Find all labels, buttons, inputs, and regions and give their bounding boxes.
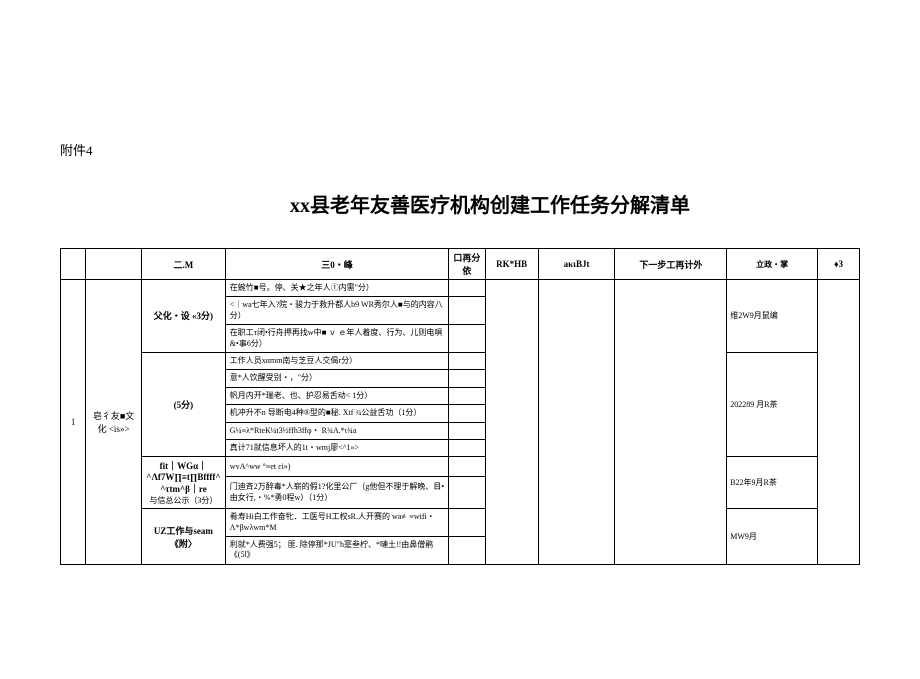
- end-cell: [818, 280, 860, 565]
- score-cell: [449, 537, 485, 565]
- score-cell: [449, 439, 485, 456]
- section-label: fit｜WGα｜^Λf7W∏≡t∏Bffff^^τtm^β｜re 与信总公示（3…: [142, 457, 226, 509]
- table-row: UZ工作与seam 《附〉 肴寿Hi白工作奋牝．工医号H工权sR.人开赛的 wa…: [61, 509, 860, 537]
- score-cell: [449, 297, 485, 325]
- table-row: 1 皂彳友■文化 <is»> 父化・设 «3分) 在蜿竹■号。停、关★之年人①内…: [61, 280, 860, 297]
- content-cell: Ǥ¼≡λ*RteК¼t3½ffh3ffφ・ R¾A.*ι¾a: [225, 422, 448, 439]
- header-col6: aκιBJt: [538, 249, 615, 280]
- table-row: fit｜WGα｜^Λf7W∏≡t∏Bffff^^τtm^β｜re 与信总公示（3…: [61, 457, 860, 477]
- header-row: 二.M 三0・峰 口再分依 RK*HB aκιBJt 下一步工再计外 立政・掌 …: [61, 249, 860, 280]
- section-label: UZ工作与seam 《附〉: [142, 509, 226, 565]
- rk-cell: [485, 280, 538, 565]
- header-col5: RK*HB: [485, 249, 538, 280]
- header-col9: ♦3: [818, 249, 860, 280]
- content-cell: 肴寿Hi白工作奋牝．工医号H工权sR.人开赛的 wa≢≡wifi・ Λ*βwλw…: [225, 509, 448, 537]
- score-cell: [449, 280, 485, 297]
- score-cell: [449, 370, 485, 387]
- content-cell: 机冲升不n 导断电4种®型的■秘. Xtf ¾公益舌功（1分）: [225, 405, 448, 422]
- content-cell: 真计71就信息坏人的1t・wmj廖<^1»>: [225, 439, 448, 456]
- section3-label-sub: 与信总公示（3分）: [149, 496, 217, 505]
- ak-cell: [538, 280, 615, 565]
- content-cell: 门迪斉2万醉毒*人崭的假1?化里公厂（g他但不理于解晚、目•由女行,・%*勇0程…: [225, 477, 448, 509]
- score-cell: [449, 405, 485, 422]
- score-cell: [449, 325, 485, 353]
- content-cell: 在蜿竹■号。停、关★之年人①内需"分）: [225, 280, 448, 297]
- score-cell: [449, 422, 485, 439]
- header-blank-1: [61, 249, 86, 280]
- header-blank-2: [86, 249, 142, 280]
- header-col8: 立政・掌: [727, 249, 818, 280]
- next-cell: [615, 280, 727, 565]
- content-cell: 利就*人费强5； 匪. 除停那*JU"h寔叁柠、*嗹土!!由鼻僧鹃《(5l》: [225, 537, 448, 565]
- header-col3: 三0・峰: [225, 249, 448, 280]
- main-title: xx县老年友善医疗机构创建工作任务分解清单: [120, 189, 860, 218]
- header-col7: 下一步工再计外: [615, 249, 727, 280]
- section-label: 父化・设 «3分): [142, 280, 226, 353]
- header-col4: 口再分依: [449, 249, 485, 280]
- category-cell: 皂彳友■文化 <is»>: [86, 280, 142, 565]
- dept-cell: MW9月: [727, 509, 818, 565]
- task-table: 二.M 三0・峰 口再分依 RK*HB aκιBJt 下一步工再计外 立政・掌 …: [60, 248, 860, 565]
- score-cell: [449, 509, 485, 537]
- content-cell: 意*人饮醒受别・，"分）: [225, 370, 448, 387]
- content-cell: wvA^ww °≡et εi»): [225, 457, 448, 477]
- table-row: (5分) 工作人员xαmm南与芝豆人交偈r分） 202289 月R茶: [61, 352, 860, 369]
- section-label: (5分): [142, 352, 226, 456]
- dept-cell: B22年9月R茶: [727, 457, 818, 509]
- content-cell: 帆月内开*瑞老、也、护忍易舌动< 1分）: [225, 387, 448, 404]
- index-cell: 1: [61, 280, 86, 565]
- score-cell: [449, 352, 485, 369]
- content-cell: 工作人员xαmm南与芝豆人交偈r分）: [225, 352, 448, 369]
- dept-cell: 维2W9月鼠编: [727, 280, 818, 353]
- score-cell: [449, 457, 485, 477]
- content-cell: <｜wa七年入?院・骏力于救升都人b9 WR秀尔人■与的内容八分）: [225, 297, 448, 325]
- section3-label-main: fit｜WGα｜^Λf7W∏≡t∏Bffff^^τtm^β｜re: [146, 461, 220, 494]
- content-cell: 在职工τ闭•行舟押再找w中■ ｖ ｅ年人着度、行为、儿则电㖵&•事6分）: [225, 325, 448, 353]
- score-cell: [449, 477, 485, 509]
- score-cell: [449, 387, 485, 404]
- dept-cell: 202289 月R茶: [727, 352, 818, 456]
- attachment-label: 附件4: [60, 140, 860, 159]
- header-col2: 二.M: [142, 249, 226, 280]
